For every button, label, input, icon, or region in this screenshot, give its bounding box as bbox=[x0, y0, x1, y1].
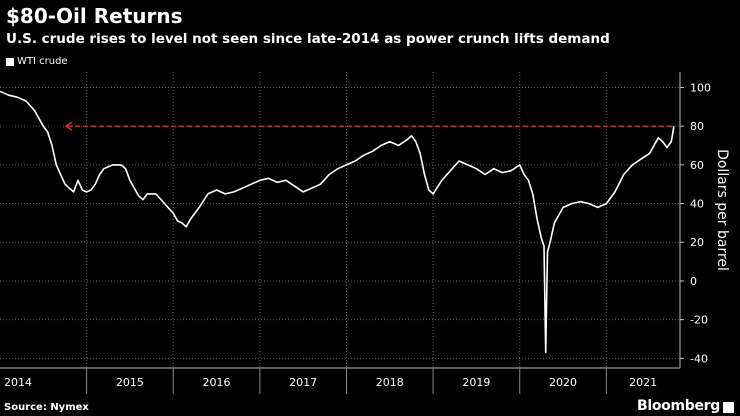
chart-title: $80-Oil Returns bbox=[6, 4, 183, 28]
x-tick-label: 2014 bbox=[4, 376, 32, 389]
y-tick-label: -20 bbox=[690, 314, 708, 327]
x-axis-ticks: 2014 2015 2016 2017 2018 2019 2020 2021 bbox=[0, 367, 680, 394]
y-axis-label: Dollars per barrel bbox=[714, 149, 730, 271]
series-line-wti-crude bbox=[0, 90, 675, 354]
x-tick-label: 2017 bbox=[289, 376, 317, 389]
y-axis-ticks: 100 80 60 40 20 0 -20 -40 bbox=[679, 72, 711, 368]
y-tick-label: 100 bbox=[690, 81, 711, 94]
x-tick-label: 2021 bbox=[629, 376, 657, 389]
x-tick-label: 2020 bbox=[549, 376, 577, 389]
y-tick-label: -40 bbox=[690, 352, 708, 365]
x-tick-label: 2019 bbox=[462, 376, 490, 389]
reference-line-group bbox=[64, 121, 674, 131]
y-tick-label: 40 bbox=[690, 198, 704, 211]
y-tick-label: 80 bbox=[690, 120, 704, 133]
series-group bbox=[0, 90, 675, 354]
x-tick-label: 2018 bbox=[376, 376, 404, 389]
bloomberg-logo: Bloomberg bbox=[636, 398, 720, 414]
y-tick-label: 60 bbox=[690, 159, 704, 172]
source-note: Source: Nymex bbox=[4, 402, 89, 413]
chart-subtitle: U.S. crude rises to level not seen since… bbox=[6, 31, 610, 47]
legend-label: WTI crude bbox=[17, 56, 68, 67]
x-tick-label: 2015 bbox=[116, 376, 144, 389]
grid-lines bbox=[0, 72, 680, 368]
y-tick-label: 20 bbox=[690, 236, 704, 249]
legend-swatch bbox=[6, 57, 14, 66]
reference-arrow-icon bbox=[64, 121, 73, 131]
bloomberg-badge-icon bbox=[723, 402, 734, 413]
legend: WTI crude bbox=[6, 56, 68, 67]
y-tick-label: 0 bbox=[690, 275, 697, 288]
x-tick-label: 2016 bbox=[203, 376, 231, 389]
